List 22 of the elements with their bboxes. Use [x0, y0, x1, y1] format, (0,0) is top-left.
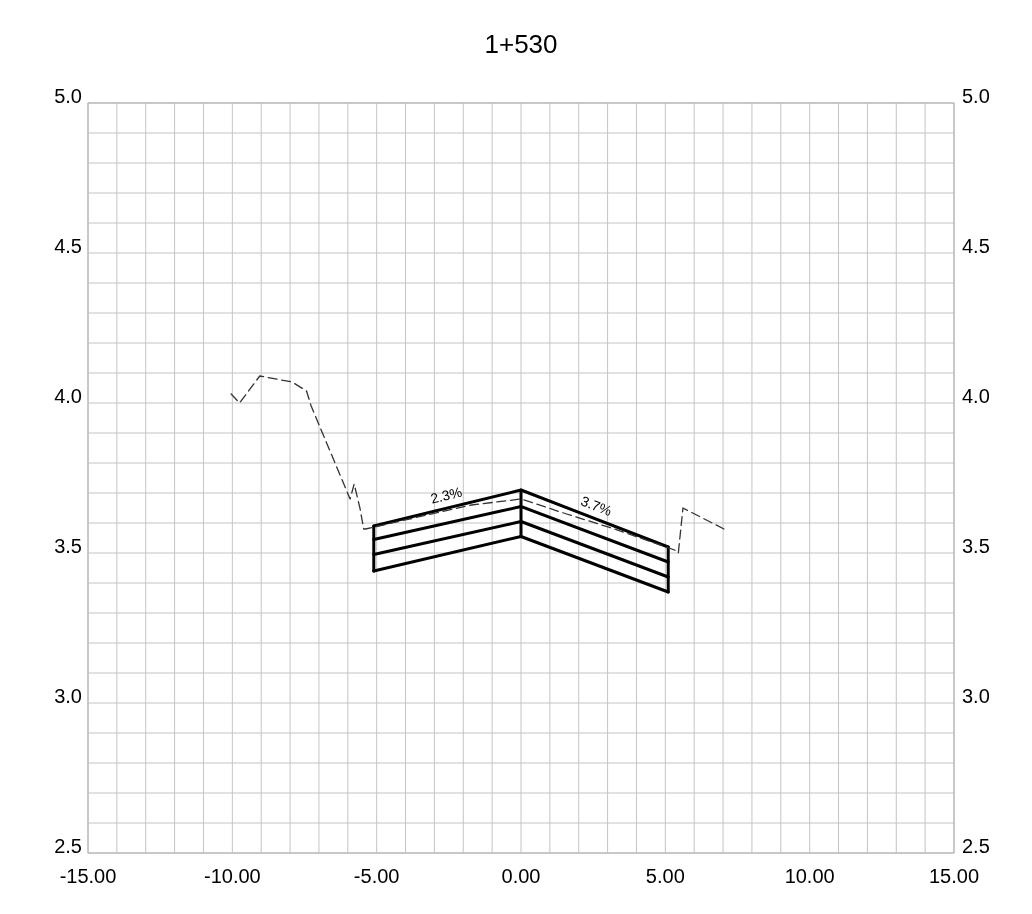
- y-tick-label: 2.5: [54, 835, 82, 857]
- y2-tick-label: 3.5: [962, 535, 990, 557]
- annotation: 3.7%: [578, 492, 615, 520]
- y-tick-label: 3.5: [54, 535, 82, 557]
- x-tick-label: -10.00: [203, 865, 261, 887]
- x-tick-label: -15.00: [59, 865, 117, 887]
- y2-tick-label: 5.0: [962, 85, 990, 107]
- y2-tick-label: 4.0: [962, 385, 990, 407]
- y-tick-label: 4.5: [54, 235, 82, 257]
- y2-tick-label: 3.0: [962, 685, 990, 707]
- x-tick-label: -5.00: [353, 865, 400, 887]
- y-tick-label: 3.0: [54, 685, 82, 707]
- y2-tick-label: 4.5: [962, 235, 990, 257]
- x-tick-label: 5.00: [645, 865, 685, 887]
- y-tick-label: 4.0: [54, 385, 82, 407]
- x-tick-label: 10.00: [784, 865, 835, 887]
- y2-tick-label: 2.5: [962, 835, 990, 857]
- annotation: 2.3%: [428, 483, 464, 507]
- chart-title: 1+530: [484, 29, 558, 59]
- x-tick-label: 15.00: [928, 865, 980, 887]
- x-tick-label: 0.00: [501, 865, 541, 887]
- y-tick-label: 5.0: [54, 85, 82, 107]
